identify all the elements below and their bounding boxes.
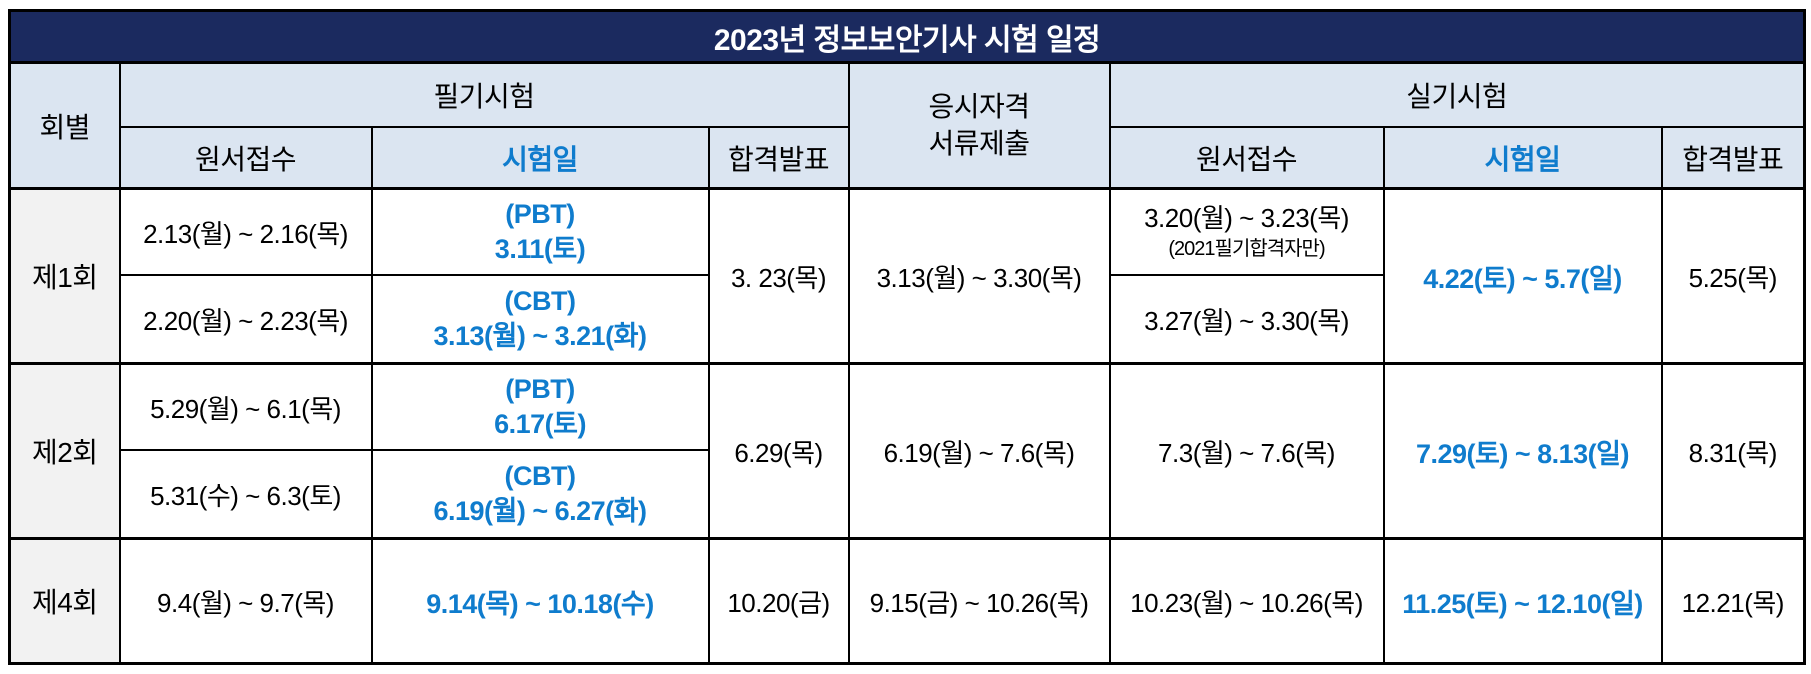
cell-round2-written-app-2: 5.31(수) ~ 6.3(토) [118, 449, 373, 540]
cell-round1-practical-exam: 4.22(토) ~ 5.7(일) [1382, 187, 1663, 365]
header-written-section: 필기시험 [118, 61, 850, 128]
header-written-result: 합격발표 [707, 126, 850, 190]
page-title: 2023년 정보보안기사 시험 일정 [8, 9, 1806, 64]
header-round: 회별 [8, 61, 121, 190]
cell-round2-written-result: 6.29(목) [707, 362, 850, 540]
cell-round1-practical-app-1: 3.20(월) ~ 3.23(목) (2021필기합격자만) [1108, 187, 1385, 276]
title-row: 2023년 정보보안기사 시험 일정 [8, 9, 1806, 64]
cell-round4-practical-result: 12.21(목) [1660, 537, 1806, 665]
cell-round1-written-exam-pbt: (PBT) 3.11(토) [370, 187, 710, 276]
written-exam-type: (PBT) [505, 373, 575, 404]
written-exam-type: (CBT) [504, 460, 576, 491]
written-exam-date: 6.17(토) [494, 409, 586, 439]
header-practical-exam-date: 시험일 [1382, 126, 1663, 190]
practical-app-note: (2021필기합격자만) [1168, 237, 1325, 260]
header-row-subcolumns: 원서접수 시험일 합격발표 원서접수 시험일 합격발표 [10, 126, 1806, 190]
cell-round2-written-app-1: 5.29(월) ~ 6.1(목) [118, 362, 373, 451]
header-written-application: 원서접수 [118, 126, 373, 190]
cell-round2-eligibility: 6.19(월) ~ 7.6(목) [847, 362, 1111, 540]
cell-round1-practical-result: 5.25(목) [1660, 187, 1806, 365]
cell-round4-written-exam: 9.14(목) ~ 10.18(수) [370, 537, 710, 665]
written-exam-date: 3.13(월) ~ 3.21(화) [433, 321, 647, 351]
written-exam-type: (PBT) [505, 198, 575, 229]
cell-round1-practical-app-2: 3.27(월) ~ 3.30(목) [1108, 274, 1385, 365]
row-round1-a: 제1회 2.13(월) ~ 2.16(목) (PBT) 3.11(토) 3. 2… [8, 187, 1806, 365]
cell-round4-practical-app: 10.23(월) ~ 10.26(목) [1108, 537, 1385, 665]
written-exam-type: (CBT) [504, 285, 576, 316]
cell-round1-eligibility: 3.13(월) ~ 3.30(목) [847, 187, 1111, 365]
cell-round1-written-app-2: 2.20(월) ~ 2.23(목) [118, 274, 373, 365]
cell-round1-written-exam-cbt: (CBT) 3.13(월) ~ 3.21(화) [370, 274, 710, 365]
written-exam-date: 6.19(월) ~ 6.27(화) [433, 496, 647, 526]
cell-round2-written-exam-cbt: (CBT) 6.19(월) ~ 6.27(화) [370, 449, 710, 540]
practical-app-dates: 3.20(월) ~ 3.23(목) [1144, 203, 1349, 234]
header-eligibility-line1: 응시자격 [928, 91, 1030, 123]
cell-round4-practical-exam: 11.25(토) ~ 12.10(일) [1382, 537, 1663, 665]
exam-schedule-table: 2023년 정보보안기사 시험 일정 회별 필기시험 응시자격 서류제출 실기시… [8, 9, 1807, 665]
header-practical-application: 원서접수 [1108, 126, 1385, 190]
header-eligibility-line2: 서류제출 [928, 127, 1030, 159]
header-eligibility: 응시자격 서류제출 [847, 61, 1111, 190]
header-row-sections: 회별 필기시험 응시자격 서류제출 실기시험 [8, 61, 1806, 190]
cell-round4-written-result: 10.20(금) [707, 537, 850, 665]
cell-round2-practical-exam: 7.29(토) ~ 8.13(일) [1382, 362, 1663, 540]
row-round4: 제4회 9.4(월) ~ 9.7(목) 9.14(목) ~ 10.18(수) 1… [8, 537, 1806, 665]
cell-round4-written-app: 9.4(월) ~ 9.7(목) [118, 537, 373, 665]
cell-round1-written-app-1: 2.13(월) ~ 2.16(목) [118, 187, 373, 276]
header-practical-section: 실기시험 [1108, 61, 1806, 128]
row-round2-a: 제2회 5.29(월) ~ 6.1(목) (PBT) 6.17(토) 6.29(… [8, 362, 1806, 540]
written-exam-date: 3.11(토) [494, 234, 586, 264]
cell-round4-eligibility: 9.15(금) ~ 10.26(목) [847, 537, 1111, 665]
cell-round2-label: 제2회 [8, 362, 121, 540]
cell-round2-practical-app: 7.3(월) ~ 7.6(목) [1108, 362, 1385, 540]
cell-round1-label: 제1회 [8, 187, 121, 365]
header-practical-result: 합격발표 [1660, 126, 1806, 190]
cell-round4-label: 제4회 [8, 537, 121, 665]
cell-round1-written-result: 3. 23(목) [707, 187, 850, 365]
cell-round2-written-exam-pbt: (PBT) 6.17(토) [370, 362, 710, 451]
header-written-exam-date: 시험일 [370, 126, 710, 190]
cell-round2-practical-result: 8.31(목) [1660, 362, 1806, 540]
row-round1-b: 2.20(월) ~ 2.23(목) (CBT) 3.13(월) ~ 3.21(화… [10, 274, 1805, 365]
row-round2-b: 5.31(수) ~ 6.3(토) (CBT) 6.19(월) ~ 6.27(화) [10, 449, 1805, 540]
